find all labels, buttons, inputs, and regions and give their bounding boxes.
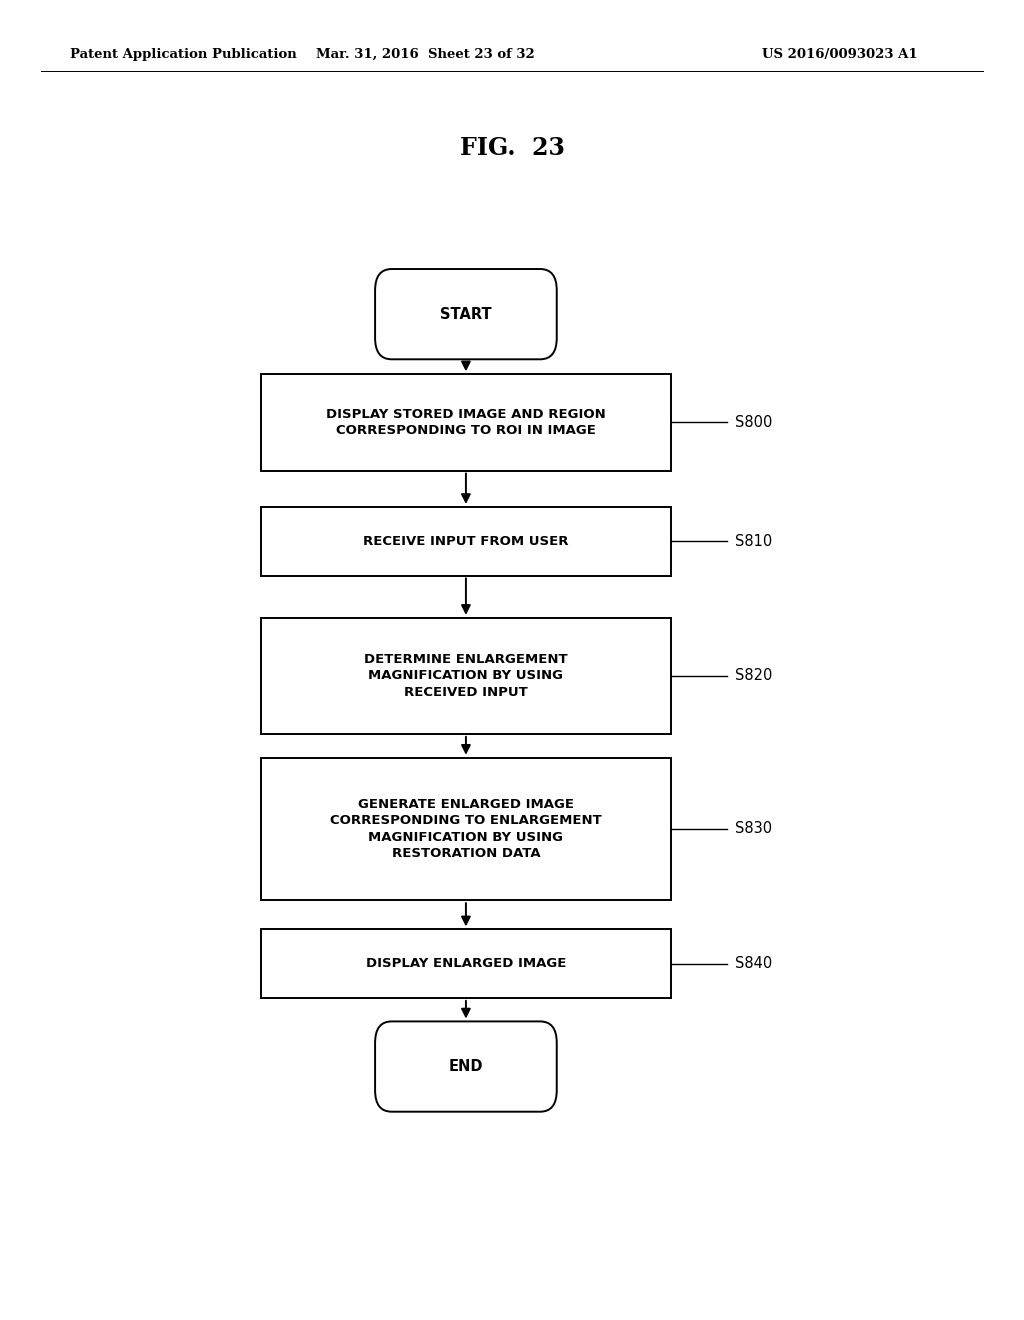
Text: S810: S810 <box>735 533 772 549</box>
Text: GENERATE ENLARGED IMAGE
CORRESPONDING TO ENLARGEMENT
MAGNIFICATION BY USING
REST: GENERATE ENLARGED IMAGE CORRESPONDING TO… <box>330 797 602 861</box>
Bar <box>261 929 671 998</box>
Text: END: END <box>449 1059 483 1074</box>
Text: DETERMINE ENLARGEMENT
MAGNIFICATION BY USING
RECEIVED INPUT: DETERMINE ENLARGEMENT MAGNIFICATION BY U… <box>365 653 567 698</box>
Text: DISPLAY STORED IMAGE AND REGION
CORRESPONDING TO ROI IN IMAGE: DISPLAY STORED IMAGE AND REGION CORRESPO… <box>326 408 606 437</box>
Text: DISPLAY ENLARGED IMAGE: DISPLAY ENLARGED IMAGE <box>366 957 566 970</box>
FancyBboxPatch shape <box>375 1022 557 1111</box>
Bar <box>261 375 671 470</box>
Text: START: START <box>440 306 492 322</box>
Bar <box>261 507 671 576</box>
Text: Mar. 31, 2016  Sheet 23 of 32: Mar. 31, 2016 Sheet 23 of 32 <box>315 48 535 61</box>
Bar <box>261 758 671 900</box>
Text: US 2016/0093023 A1: US 2016/0093023 A1 <box>762 48 918 61</box>
Text: RECEIVE INPUT FROM USER: RECEIVE INPUT FROM USER <box>364 535 568 548</box>
FancyBboxPatch shape <box>375 269 557 359</box>
Bar <box>261 618 671 734</box>
Text: Patent Application Publication: Patent Application Publication <box>70 48 296 61</box>
Text: S830: S830 <box>735 821 772 837</box>
Text: S820: S820 <box>735 668 772 684</box>
Text: S840: S840 <box>735 956 772 972</box>
Text: FIG.  23: FIG. 23 <box>460 136 564 160</box>
Text: S800: S800 <box>735 414 772 430</box>
